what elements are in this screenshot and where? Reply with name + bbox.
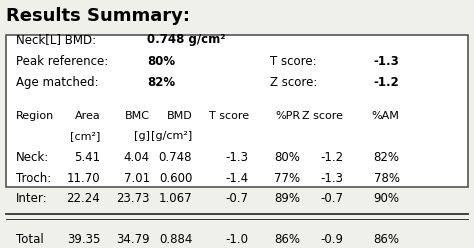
Text: 22.24: 22.24	[66, 192, 100, 206]
Text: 82%: 82%	[374, 151, 400, 164]
Text: -1.4: -1.4	[226, 172, 249, 185]
Text: [g/cm²]: [g/cm²]	[151, 131, 192, 141]
Text: Total: Total	[16, 233, 43, 246]
Text: -1.3: -1.3	[226, 151, 249, 164]
Text: 0.748 g/cm²: 0.748 g/cm²	[147, 33, 226, 46]
Text: -0.7: -0.7	[226, 192, 249, 206]
Text: 86%: 86%	[274, 233, 301, 246]
Text: Neck:: Neck:	[16, 151, 49, 164]
Text: 1.067: 1.067	[159, 192, 192, 206]
Text: 39.35: 39.35	[67, 233, 100, 246]
Text: Age matched:: Age matched:	[16, 76, 98, 89]
Text: 0.748: 0.748	[159, 151, 192, 164]
Text: 90%: 90%	[374, 192, 400, 206]
Text: T score:: T score:	[270, 55, 317, 68]
Text: Peak reference:: Peak reference:	[16, 55, 108, 68]
Text: 11.70: 11.70	[67, 172, 100, 185]
Text: 78%: 78%	[374, 172, 400, 185]
Text: Region: Region	[16, 111, 54, 121]
Text: 23.73: 23.73	[116, 192, 150, 206]
Text: %PR: %PR	[275, 111, 301, 121]
Text: Z score: Z score	[302, 111, 343, 121]
Text: 7.01: 7.01	[124, 172, 150, 185]
Text: 80%: 80%	[275, 151, 301, 164]
Text: 4.04: 4.04	[124, 151, 150, 164]
Text: Z score:: Z score:	[270, 76, 318, 89]
Text: 82%: 82%	[147, 76, 175, 89]
Text: %AM: %AM	[372, 111, 400, 121]
Text: Results Summary:: Results Summary:	[6, 7, 190, 25]
Text: 5.41: 5.41	[74, 151, 100, 164]
Text: 89%: 89%	[274, 192, 301, 206]
Text: -1.3: -1.3	[374, 55, 400, 68]
Text: Troch:: Troch:	[16, 172, 51, 185]
Text: Inter:: Inter:	[16, 192, 47, 206]
Text: -0.7: -0.7	[320, 192, 343, 206]
Text: 34.79: 34.79	[116, 233, 150, 246]
Text: -1.2: -1.2	[320, 151, 343, 164]
Text: 77%: 77%	[274, 172, 301, 185]
Text: -1.0: -1.0	[226, 233, 249, 246]
Text: BMD: BMD	[166, 111, 192, 121]
Text: 0.600: 0.600	[159, 172, 192, 185]
Text: 80%: 80%	[147, 55, 175, 68]
Text: 86%: 86%	[374, 233, 400, 246]
Text: [g]: [g]	[134, 131, 150, 141]
Text: BMC: BMC	[125, 111, 150, 121]
Text: 0.884: 0.884	[159, 233, 192, 246]
Text: -0.9: -0.9	[320, 233, 343, 246]
Text: T score: T score	[209, 111, 249, 121]
Text: -1.3: -1.3	[320, 172, 343, 185]
FancyBboxPatch shape	[6, 35, 468, 187]
Text: [cm²]: [cm²]	[70, 131, 100, 141]
Text: Neck[L] BMD:: Neck[L] BMD:	[16, 33, 96, 46]
Text: Area: Area	[74, 111, 100, 121]
Text: -1.2: -1.2	[374, 76, 400, 89]
